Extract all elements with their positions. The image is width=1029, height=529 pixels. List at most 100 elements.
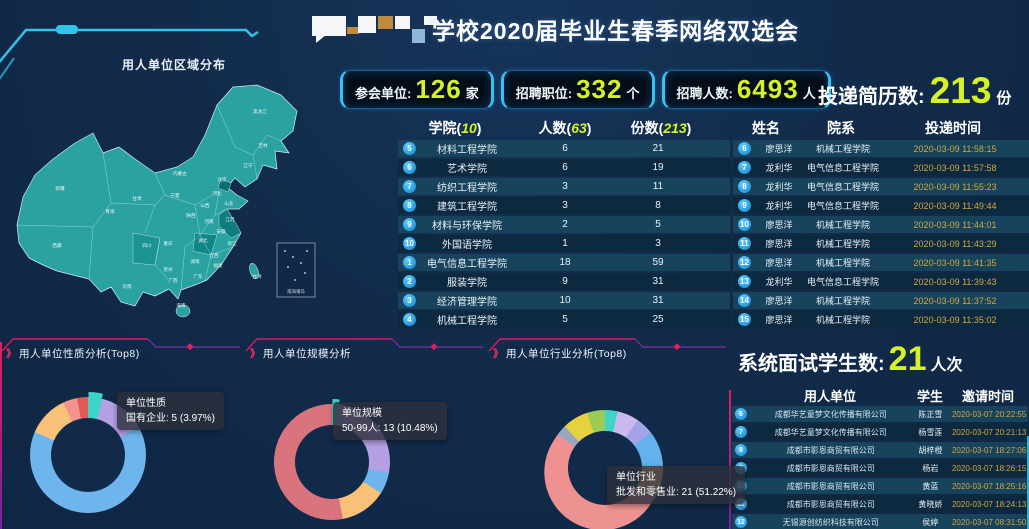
stat-unit: 人 <box>802 86 816 101</box>
province-label: 辽宁 <box>243 162 253 169</box>
interview-row: 7 成都华艺童梦文化传播有限公司 杨雪莲 2020-03-07 20:21:13 <box>732 424 1028 440</box>
copies-cell: 5 <box>655 219 661 230</box>
resume-row: 15 廖思洋 机械工程学院 2020-03-09 11:35:02 <box>733 311 1029 328</box>
header-dept: 院系 <box>827 120 855 136</box>
header-student: 学生 <box>916 388 943 404</box>
province-label: 内蒙古 <box>173 170 187 177</box>
name-cell: 廖思洋 <box>765 239 793 249</box>
invite-time-cell: 2020-03-07 18:25:16 <box>951 481 1027 491</box>
student-cell: 杨岩 <box>922 463 939 473</box>
college-table-header: 学院(10) 人数(63) 份数(213) <box>398 116 730 140</box>
resume-counter: 投递简历数: 213 份 <box>818 72 1012 109</box>
delivery-time-cell: 2020-03-09 11:55:23 <box>913 181 997 192</box>
interview-counter-label: 系统面试学生数: <box>738 353 885 375</box>
students-cell: 6 <box>562 143 568 154</box>
student-cell: 胡梓橙 <box>918 445 943 455</box>
tooltip-value: 批发和零售业: 21 (51.22%) <box>616 487 737 498</box>
interview-table-body: 6 成都华艺童梦文化传播有限公司 陈正雪 2020-03-07 20:22:55 7 成都… <box>732 406 1028 529</box>
province-label: 黑龙江 <box>253 108 267 115</box>
company-cell: 成都市影恩商贸有限公司 <box>786 481 875 491</box>
province-label: 浙江 <box>227 240 237 247</box>
stat-value: 6493 <box>736 74 799 104</box>
province-label: 吉林 <box>258 142 268 149</box>
tooltip-header: 单位行业 <box>616 472 656 483</box>
company-cell: 成都华艺童梦文化传播有限公司 <box>774 427 887 437</box>
college-cell: 服装学院 <box>447 278 487 289</box>
students-cell: 5 <box>562 314 568 325</box>
college-cell: 材料工程学院 <box>437 145 497 156</box>
panel-title-scale: 》用人单位规模分析 <box>250 348 351 360</box>
invite-time-cell: 2020-03-07 08:31:50 <box>951 517 1027 527</box>
rank-badge: 8 <box>738 180 751 193</box>
province-label: 河北 <box>212 190 222 197</box>
stat-unit: 家 <box>465 86 479 101</box>
header-invite-time: 邀请时间 <box>961 388 1014 404</box>
company-cell: 无锡源创纺织科技有限公司 <box>782 517 879 527</box>
students-cell: 3 <box>562 181 568 192</box>
resume-row: 8 龙利华 电气信息工程学院 2020-03-09 11:55:23 <box>733 178 1029 195</box>
college-cell: 经济管理学院 <box>437 297 497 308</box>
rank-badge: 11 <box>738 237 751 250</box>
stat-label: 参会单位: <box>355 86 412 101</box>
china-outline[interactable] <box>16 84 298 307</box>
name-cell: 廖思洋 <box>765 144 793 154</box>
rank-badge: 10 <box>403 237 416 250</box>
students-cell: 2 <box>562 219 568 230</box>
province-label: 宁夏 <box>170 192 180 198</box>
panel-title-industry: 》用人单位行业分析(Top8) <box>493 348 627 360</box>
interview-row: 12 无锡源创纺织科技有限公司 侯婷 2020-03-07 08:31:50 <box>732 514 1028 529</box>
college-row: 1 电气信息工程学院 18 59 <box>398 254 730 271</box>
invite-time-cell: 2020-03-07 18:26:15 <box>951 463 1027 473</box>
dept-cell: 电气信息工程学院 <box>806 182 879 192</box>
delivery-time-cell: 2020-03-09 11:57:58 <box>913 162 997 173</box>
resume-row: 10 廖思洋 机械工程学院 2020-03-09 11:44:01 <box>733 216 1029 233</box>
panel-marker: 》 <box>6 348 17 360</box>
interview-row: 11 成都市影恩商贸有限公司 黄晓娇 2020-03-07 18:24:13 <box>732 496 1028 512</box>
name-cell: 龙利华 <box>765 182 793 192</box>
province-borders <box>16 104 282 291</box>
stat-label: 招聘人数: <box>676 86 733 101</box>
tooltip-value: 50-99人: 13 (10.48%) <box>342 423 438 434</box>
copies-cell: 59 <box>652 257 664 268</box>
rank-badge: 9 <box>403 218 416 231</box>
students-cell: 10 <box>559 295 571 306</box>
student-cell: 侯婷 <box>922 517 939 527</box>
header-delivery-time: 投递时间 <box>925 120 981 136</box>
college-row: 2 服装学院 9 31 <box>398 273 730 290</box>
rank-badge: 8 <box>403 199 416 212</box>
delivery-time-cell: 2020-03-09 11:44:01 <box>913 219 997 230</box>
south-china-sea-inset: 南海诸岛 <box>276 242 316 298</box>
resume-counter-label: 投递简历数: <box>818 86 925 108</box>
resume-counter-unit: 份 <box>996 90 1012 107</box>
invite-time-cell: 2020-03-07 20:21:13 <box>951 427 1027 437</box>
college-cell: 纺织工程学院 <box>437 183 497 194</box>
resume-row: 7 龙利华 电气信息工程学院 2020-03-09 11:57:58 <box>733 159 1029 176</box>
college-row: 5 材料工程学院 6 21 <box>398 140 730 157</box>
college-table-body: 5 材料工程学院 6 21 6 艺术学院 6 19 7 纺织工程学院 3 11 8 建筑工程学院 3 8 9 材料… <box>398 140 730 328</box>
stat-label: 招聘职位: <box>515 86 573 101</box>
delivery-time-cell: 2020-03-09 11:39:43 <box>913 276 997 287</box>
college-row: 4 机械工程学院 5 25 <box>398 311 730 328</box>
rank-badge: 14 <box>738 294 751 307</box>
interview-row: 8 成都市影恩商贸有限公司 胡梓橙 2020-03-07 18:27:06 <box>732 442 1028 458</box>
hainan-island[interactable] <box>175 304 191 318</box>
tooltip-header: 单位性质 <box>126 398 166 409</box>
resume-table-body: 6 廖思洋 机械工程学院 2020-03-09 11:58:15 7 龙利华 电气信息工程学… <box>733 140 1029 328</box>
college-table: 学院(10) 人数(63) 份数(213) 5 材料工程学院 6 21 6 艺术学院 6 19… <box>398 116 730 330</box>
rank-badge: 7 <box>738 161 751 174</box>
resume-row: 12 廖思洋 机械工程学院 2020-03-09 11:41:35 <box>733 254 1029 271</box>
stat-unit: 个 <box>626 86 640 101</box>
interview-row: 10成都市影恩商贸有限公司黄蓝2020-03-07 18:25:16 <box>732 478 1028 494</box>
company-cell: 成都市影恩商贸有限公司 <box>786 463 875 473</box>
college-cell: 外国语学院 <box>442 240 492 251</box>
interview-row: 9成都市影恩商贸有限公司杨岩2020-03-07 18:26:15 <box>732 460 1028 476</box>
interview-section: 系统面试学生数: 21 人次 用人单位 学生 邀请时间 6 成都华艺童梦文化传播有… <box>730 336 1029 529</box>
rank-badge: 6 <box>735 408 747 420</box>
company-cell: 成都市影恩商贸有限公司 <box>786 445 875 455</box>
interview-table: 用人单位 学生 邀请时间 6 成都华艺童梦文化传播有限公司 陈正雪 2020-03-0… <box>732 384 1028 529</box>
province-label: 甘肃 <box>132 195 142 202</box>
company-cell: 成都市影恩商贸有限公司 <box>786 499 875 509</box>
taiwan-island[interactable] <box>248 262 261 280</box>
rank-badge: 9 <box>738 199 751 212</box>
